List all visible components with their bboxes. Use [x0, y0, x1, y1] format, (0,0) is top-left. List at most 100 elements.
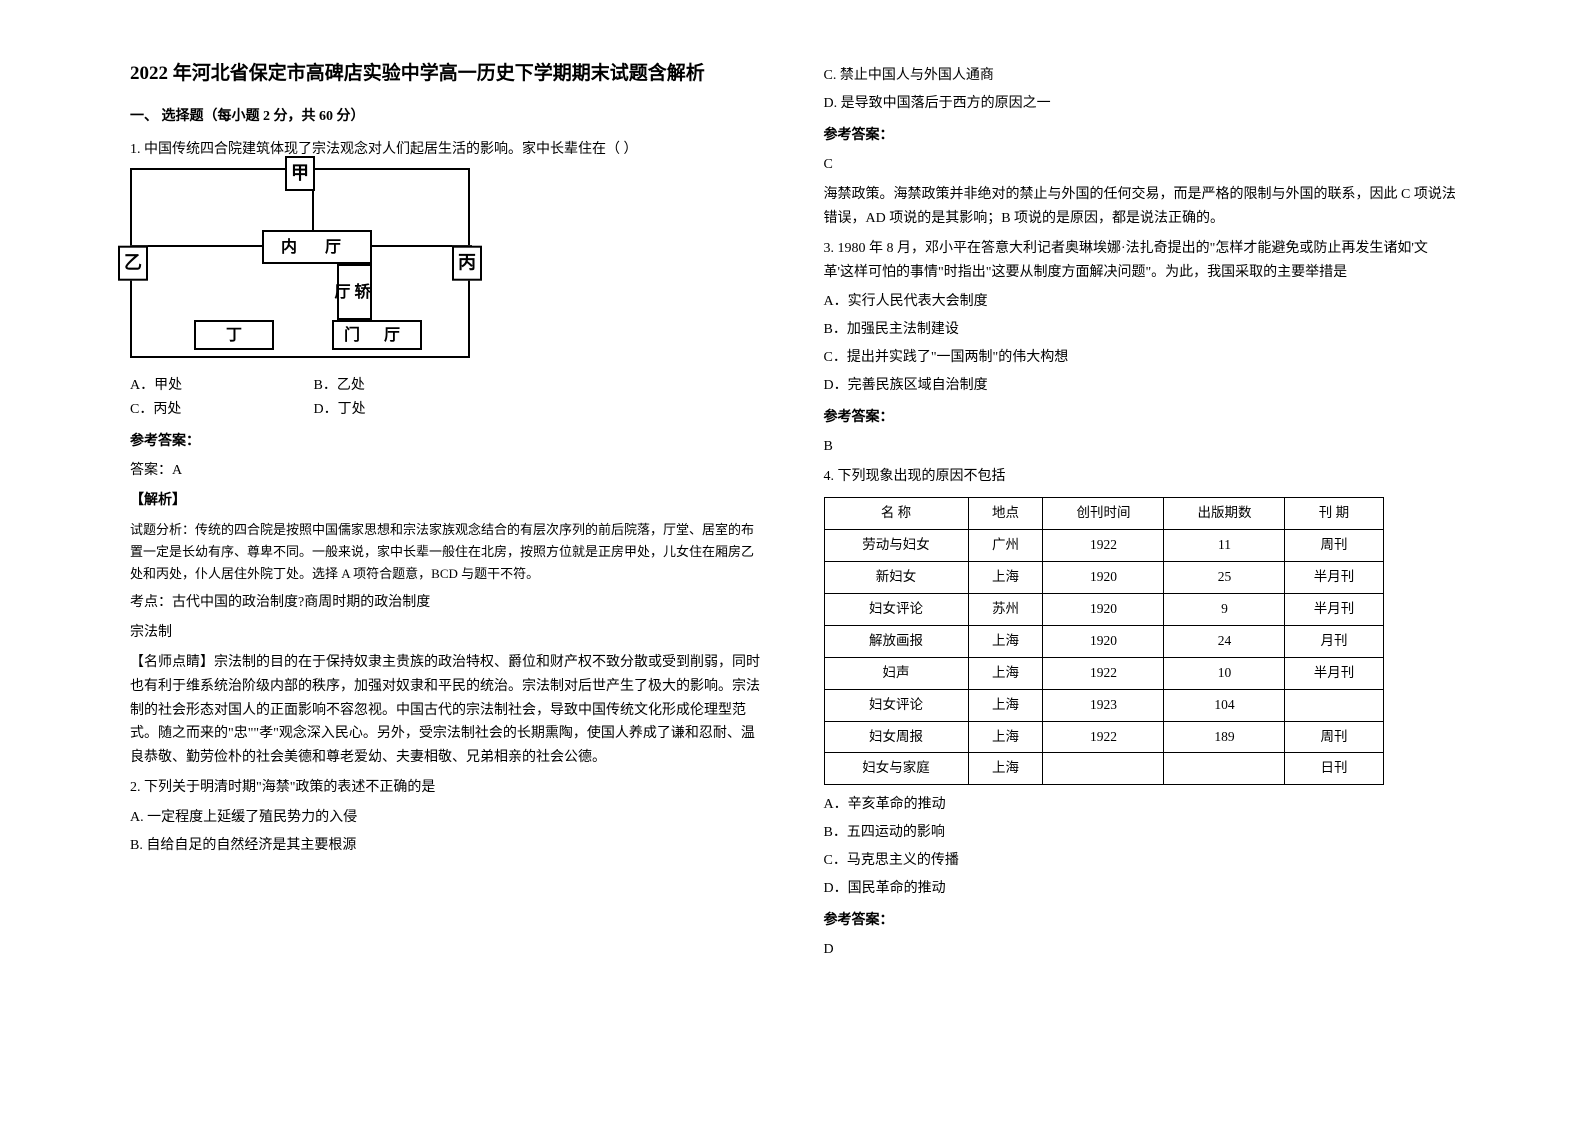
th-issues: 出版期数 [1164, 497, 1285, 529]
cell: 解放画报 [824, 625, 968, 657]
menting-box: 门 厅 [332, 320, 422, 350]
cell: 半月刊 [1285, 561, 1383, 593]
q2-opt-d: D. 是导致中国落后于西方的原因之一 [824, 92, 1458, 116]
cell: 广州 [968, 529, 1043, 561]
q2-answer: C [824, 153, 1458, 177]
cell: 周刊 [1285, 721, 1383, 753]
q4-answer: D [824, 938, 1458, 962]
table-row: 劳动与妇女 广州 1922 11 周刊 [824, 529, 1383, 561]
q4-opt-d: D．国民革命的推动 [824, 877, 1458, 901]
q1-opt-a: A．甲处 [130, 374, 310, 398]
q1-text: 1. 中国传统四合院建筑体现了宗法观念对人们起居生活的影响。家中长辈住在（ ） [130, 138, 764, 162]
cell: 半月刊 [1285, 593, 1383, 625]
q3-answer: B [824, 435, 1458, 459]
cell: 上海 [968, 561, 1043, 593]
table-row: 妇女与家庭 上海 日刊 [824, 753, 1383, 785]
table-row: 妇女周报 上海 1922 189 周刊 [824, 721, 1383, 753]
q1-analysis-p1: 试题分析：传统的四合院是按照中国儒家思想和宗法家族观念结合的有层次序列的前后院落… [130, 519, 764, 585]
cell: 上海 [968, 721, 1043, 753]
section-heading: 一、 选择题（每小题 2 分，共 60 分） [130, 105, 764, 129]
cell: 1922 [1043, 721, 1164, 753]
cell: 上海 [968, 689, 1043, 721]
cell: 上海 [968, 753, 1043, 785]
table-row: 妇声 上海 1922 10 半月刊 [824, 657, 1383, 689]
table-row: 解放画报 上海 1920 24 月刊 [824, 625, 1383, 657]
cell [1043, 753, 1164, 785]
jiaoting-box: 轿 厅 [337, 264, 372, 320]
q1-zongfa: 宗法制 [130, 621, 764, 645]
cell: 苏州 [968, 593, 1043, 625]
q4-opt-b: B．五四运动的影响 [824, 821, 1458, 845]
table-header-row: 名 称 地点 创刊时间 出版期数 刊 期 [824, 497, 1383, 529]
q2-opt-a: A. 一定程度上延缓了殖民势力的入侵 [130, 806, 764, 830]
cell: 189 [1164, 721, 1285, 753]
cell: 半月刊 [1285, 657, 1383, 689]
cell [1285, 689, 1383, 721]
q1-kaodian: 考点：古代中国的政治制度?商周时期的政治制度 [130, 591, 764, 615]
cell: 妇声 [824, 657, 968, 689]
cell: 劳动与妇女 [824, 529, 968, 561]
cell: 1922 [1043, 529, 1164, 561]
q2-opt-b: B. 自给自足的自然经济是其主要根源 [130, 834, 764, 858]
th-place: 地点 [968, 497, 1043, 529]
cell: 9 [1164, 593, 1285, 625]
q3-text: 3. 1980 年 8 月，邓小平在答意大利记者奥琳埃娜·法扎奇提出的"怎样才能… [824, 237, 1458, 285]
ting-char: 厅 [334, 283, 354, 302]
cell: 1920 [1043, 625, 1164, 657]
ding-box: 丁 [194, 320, 274, 350]
th-name: 名 称 [824, 497, 968, 529]
q3-opt-b: B．加强民主法制建设 [824, 318, 1458, 342]
cell: 日刊 [1285, 753, 1383, 785]
cell: 妇女周报 [824, 721, 968, 753]
cell: 妇女与家庭 [824, 753, 968, 785]
cell: 1920 [1043, 561, 1164, 593]
q2-analysis: 海禁政策。海禁政策并非绝对的禁止与外国的任何交易，而是严格的限制与外国的联系，因… [824, 183, 1458, 231]
table-row: 妇女评论 上海 1923 104 [824, 689, 1383, 721]
q3-answer-label: 参考答案： [824, 406, 1458, 430]
cell: 上海 [968, 657, 1043, 689]
q3-opt-d: D．完善民族区域自治制度 [824, 374, 1458, 398]
cell: 1922 [1043, 657, 1164, 689]
q3-opt-a: A．实行人民代表大会制度 [824, 290, 1458, 314]
cell [1164, 753, 1285, 785]
cell: 月刊 [1285, 625, 1383, 657]
table-row: 妇女评论 苏州 1920 9 半月刊 [824, 593, 1383, 625]
q4-answer-label: 参考答案： [824, 909, 1458, 933]
q1-answer-label: 参考答案： [130, 430, 764, 454]
q4-opt-a: A．辛亥革命的推动 [824, 793, 1458, 817]
cell: 1923 [1043, 689, 1164, 721]
label-jia: 甲 [285, 156, 315, 191]
q1-analysis-label: 【解析】 [130, 489, 764, 513]
cell: 1920 [1043, 593, 1164, 625]
q2-text: 2. 下列关于明清时期"海禁"政策的表述不正确的是 [130, 776, 764, 800]
cell: 妇女评论 [824, 689, 968, 721]
cell: 11 [1164, 529, 1285, 561]
q1-options-row2: C．丙处 D．丁处 [130, 398, 764, 422]
cell: 24 [1164, 625, 1285, 657]
table-body: 劳动与妇女 广州 1922 11 周刊 新妇女 上海 1920 25 半月刊 妇… [824, 529, 1383, 785]
q1-opt-d: D．丁处 [314, 398, 494, 422]
left-column: 2022 年河北省保定市高碑店实验中学高一历史下学期期末试题含解析 一、 选择题… [100, 60, 794, 1082]
cell: 妇女评论 [824, 593, 968, 625]
cell: 104 [1164, 689, 1285, 721]
document-title: 2022 年河北省保定市高碑店实验中学高一历史下学期期末试题含解析 [130, 60, 764, 89]
q1-opt-c: C．丙处 [130, 398, 310, 422]
cell: 10 [1164, 657, 1285, 689]
q2-opt-c: C. 禁止中国人与外国人通商 [824, 64, 1458, 88]
jiao-char: 轿 [355, 283, 375, 302]
q4-opt-c: C．马克思主义的传播 [824, 849, 1458, 873]
q1-opt-b: B．乙处 [314, 374, 494, 398]
label-bing: 丙 [452, 246, 482, 281]
table-row: 新妇女 上海 1920 25 半月刊 [824, 561, 1383, 593]
th-time: 创刊时间 [1043, 497, 1164, 529]
q1-mingshi: 【名师点睛】宗法制的目的在于保持奴隶主贵族的政治特权、爵位和财产权不致分散或受到… [130, 651, 764, 770]
diagram-line [132, 245, 262, 247]
q1-answer: 答案：A [130, 459, 764, 483]
q2-answer-label: 参考答案： [824, 124, 1458, 148]
cell: 25 [1164, 561, 1285, 593]
th-period: 刊 期 [1285, 497, 1383, 529]
siheyuan-diagram: 甲 乙 丙 内 厅 轿 厅 门 厅 丁 [130, 168, 470, 358]
right-column: C. 禁止中国人与外国人通商 D. 是导致中国落后于西方的原因之一 参考答案： … [794, 60, 1488, 1082]
label-yi: 乙 [118, 246, 148, 281]
q4-table: 名 称 地点 创刊时间 出版期数 刊 期 劳动与妇女 广州 1922 11 周刊… [824, 497, 1384, 785]
